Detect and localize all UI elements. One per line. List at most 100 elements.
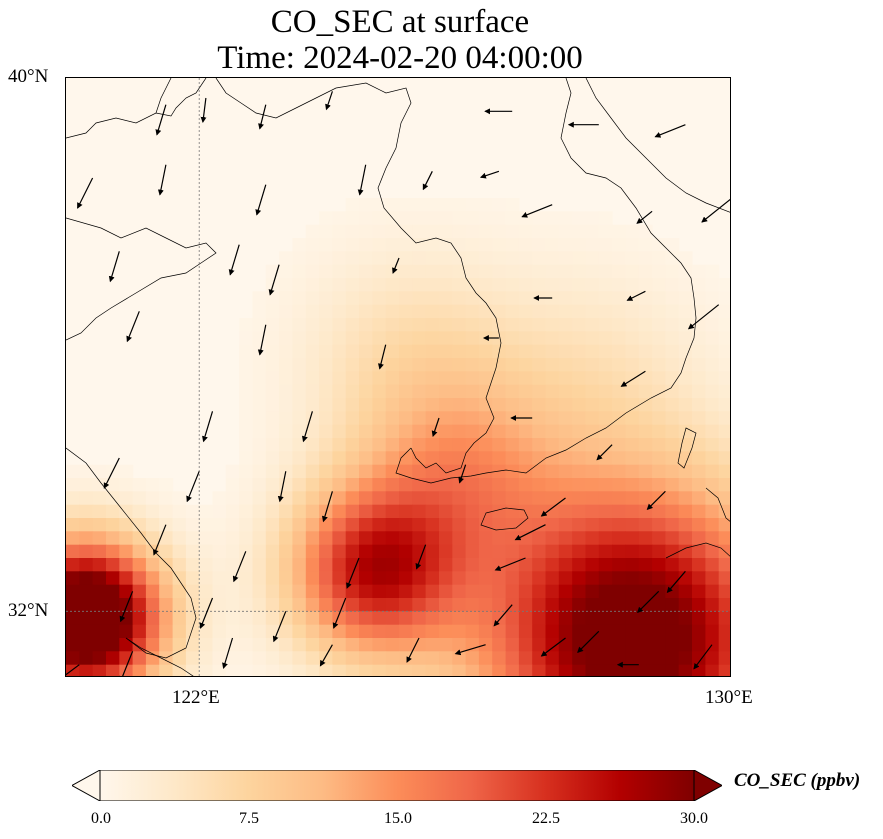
field-cell <box>465 504 480 519</box>
field-cell <box>545 624 560 639</box>
field-cell <box>505 291 520 306</box>
field-cell <box>439 611 453 626</box>
field-cell <box>585 451 600 466</box>
field-cell <box>625 278 640 292</box>
field-cell <box>439 624 453 639</box>
coastline-korea-west <box>410 367 497 474</box>
wind-vector <box>301 411 313 443</box>
field-cell <box>66 531 80 546</box>
field-cell <box>652 558 666 572</box>
field-cell <box>518 491 533 506</box>
field-cell <box>505 651 520 666</box>
field-cell <box>572 384 587 399</box>
field-cell <box>572 544 587 559</box>
field-cell <box>412 624 427 639</box>
colorbar-label: CO_SEC (ppbv) <box>734 770 861 791</box>
wind-vector <box>636 210 653 224</box>
field-cell <box>225 598 240 612</box>
field-cell <box>478 451 493 466</box>
field-cell <box>252 304 267 319</box>
field-cell <box>478 384 493 399</box>
field-cell <box>252 598 267 612</box>
field-cell <box>92 504 107 519</box>
field-cell <box>372 398 387 412</box>
field-cell <box>439 651 453 666</box>
field-cell <box>359 264 373 279</box>
field-cell <box>345 518 360 532</box>
field-cell <box>452 611 467 626</box>
field-cell <box>585 291 600 306</box>
field-cell <box>545 531 560 546</box>
field-cell <box>718 451 730 466</box>
field-cell <box>385 584 400 599</box>
field-cell <box>612 291 626 306</box>
field-cell <box>372 584 387 599</box>
field-cell <box>625 638 640 652</box>
field-cell <box>319 224 333 239</box>
wind-vector <box>687 304 720 330</box>
field-cell <box>359 438 373 452</box>
field-cell <box>452 624 467 639</box>
field-cell <box>718 411 730 426</box>
field-cell <box>678 531 693 546</box>
field-cell <box>452 371 467 386</box>
map-title-line2: Time: 2024-02-20 04:00:00 <box>217 40 583 76</box>
field-cell <box>465 598 480 612</box>
field-cell <box>532 304 547 319</box>
field-cell <box>598 331 613 346</box>
field-cell <box>612 451 626 466</box>
field-cell <box>505 611 520 626</box>
field-cell <box>545 251 560 266</box>
field-cell <box>265 571 280 586</box>
field-cell <box>225 664 240 676</box>
field-cell <box>465 624 480 639</box>
field-cell <box>718 571 730 586</box>
field-cell <box>425 424 440 439</box>
wind-vector <box>152 524 167 556</box>
field-cell <box>492 304 507 319</box>
field-cell <box>558 304 573 319</box>
field-cell <box>572 251 587 266</box>
field-cell <box>505 544 520 559</box>
field-cell <box>332 571 347 586</box>
field-cell <box>359 518 373 532</box>
field-cell <box>119 518 134 532</box>
field-cell <box>585 624 600 639</box>
field-cell <box>478 411 493 426</box>
field-cell <box>79 558 94 572</box>
field-cell <box>558 544 573 559</box>
field-cell <box>505 331 520 346</box>
field-cell <box>332 544 347 559</box>
field-cell <box>692 584 706 599</box>
field-cell <box>425 358 440 372</box>
field-cell <box>625 491 640 506</box>
field-cell <box>172 611 187 626</box>
field-cell <box>332 304 347 319</box>
field-cell <box>372 331 387 346</box>
field-cell <box>612 371 626 386</box>
field-cell <box>532 451 547 466</box>
field-cell <box>279 438 293 452</box>
field-cell <box>66 518 80 532</box>
field-cell <box>478 584 493 599</box>
field-cell <box>292 304 307 319</box>
field-cell <box>585 318 600 332</box>
field-cell <box>319 464 333 479</box>
field-cell <box>252 411 267 426</box>
field-cell <box>558 611 573 626</box>
field-cell <box>545 211 560 226</box>
field-cell <box>478 371 493 386</box>
field-cell <box>625 384 640 399</box>
field-cell <box>585 371 600 386</box>
field-cell <box>452 531 467 546</box>
field-cell <box>372 611 387 626</box>
field-cell <box>465 544 480 559</box>
field-cell <box>545 318 560 332</box>
field-cell <box>332 358 347 372</box>
field-cell <box>505 224 520 239</box>
field-cell <box>439 278 453 292</box>
field-cell <box>665 531 680 546</box>
field-cell <box>372 638 387 652</box>
wind-vector <box>222 637 234 669</box>
field-cell <box>319 451 333 466</box>
